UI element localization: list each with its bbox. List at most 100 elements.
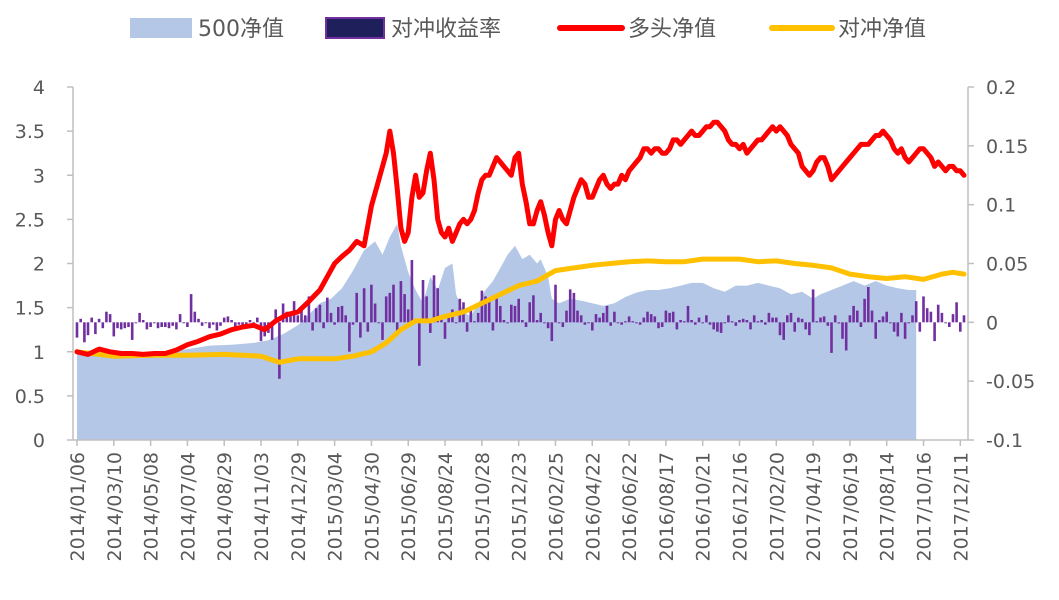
left-axis-tick-label: 0.5 (15, 386, 45, 408)
hedge-return-bar (473, 321, 476, 323)
x-axis-tick-label: 2017/10/16 (914, 452, 936, 562)
hedge-return-bar (782, 322, 785, 340)
hedge-return-bar (138, 312, 141, 323)
hedge-return-bar (406, 309, 410, 323)
hedge-return-bar (278, 322, 281, 379)
hedge-return-bar (635, 322, 638, 324)
hedge-return-bar (712, 322, 715, 330)
hedge-return-bar (141, 320, 145, 323)
hedge-return-bar (178, 314, 182, 323)
hedge-return-bar (649, 314, 653, 323)
hedge-return-bar (929, 311, 933, 323)
hedge-return-bar (914, 301, 918, 323)
hedge-return-bar (491, 322, 495, 331)
hedge-return-bar (775, 317, 778, 323)
x-axis-tick-label: 2014/08/29 (214, 452, 236, 562)
hedge-return-bar (443, 322, 447, 339)
hedge-return-bar (863, 298, 866, 323)
hedge-return-bar (808, 322, 811, 336)
hedge-return-bar (741, 318, 745, 323)
hedge-return-bar (226, 316, 230, 323)
x-axis-tick-label: 2015/06/29 (398, 452, 420, 562)
hedge-return-bar (429, 322, 432, 333)
hedge-return-bar (572, 292, 576, 323)
hedge-return-bar (373, 303, 377, 323)
hedge-return-bar (296, 315, 300, 323)
x-axis-tick-label: 2015/03/04 (325, 452, 347, 562)
x-axis-tick-label: 2016/08/17 (656, 452, 678, 562)
hedge-return-bar (856, 310, 859, 323)
hedge-return-bar (819, 317, 822, 323)
hedge-return-bar (410, 260, 414, 323)
hedge-return-bar (204, 322, 208, 324)
hedge-return-bar (469, 308, 473, 323)
hedge-return-bar (215, 322, 219, 331)
legend-bar-swatch (325, 17, 385, 39)
right-axis-tick-label: 0.15 (986, 136, 1028, 158)
hedge-return-bar (418, 322, 421, 366)
hedge-return-bar (351, 322, 355, 325)
hedge-return-bar (627, 316, 631, 323)
hedge-return-bar (900, 312, 903, 323)
hedge-return-bar (587, 322, 590, 324)
hedge-return-bar (642, 317, 646, 323)
hedge-return-bar (506, 322, 509, 324)
hedge-return-bar (948, 322, 951, 327)
hedge-return-bar (660, 322, 664, 327)
hedge-return-bar (90, 317, 93, 323)
hedge-return-bar (605, 305, 609, 323)
hedge-return-bar (465, 322, 469, 332)
hedge-return-bar (778, 322, 782, 336)
hedge-return-bar (484, 296, 487, 323)
hedge-return-bar (421, 280, 425, 323)
hedge-return-bar (524, 322, 528, 327)
hedge-return-bar (326, 297, 329, 323)
hedge-return-bar (222, 317, 226, 323)
hedge-return-bar (86, 322, 90, 336)
hedge-return-bar (764, 322, 767, 325)
hedge-return-bar (903, 322, 907, 339)
hedge-return-bar (447, 315, 450, 323)
hedge-return-bar (697, 317, 701, 323)
hedge-return-bar (75, 322, 79, 338)
hedge-return-bar (918, 322, 922, 332)
x-axis-tick-label: 2015/10/28 (472, 452, 494, 562)
hedge-return-bar (248, 320, 252, 323)
hedge-return-bar (186, 322, 189, 327)
hedge-return-bar (591, 322, 594, 331)
hedge-return-bar (105, 311, 108, 323)
hedge-return-bar (532, 295, 535, 323)
hedge-return-bar (182, 322, 185, 324)
hedge-return-bar (101, 322, 105, 329)
hedge-return-bar (318, 304, 322, 323)
hedge-return-bar (793, 322, 796, 332)
hedge-return-bar (234, 322, 237, 327)
left-axis-tick-label: 4 (33, 77, 45, 99)
x-axis-tick-label: 2016/06/22 (619, 452, 641, 562)
x-axis-tick-label: 2017/12/11 (950, 452, 972, 562)
hedge-return-bar (907, 322, 911, 324)
right-axis-tick-label: 0.1 (986, 195, 1016, 217)
hedge-return-bar (219, 322, 222, 326)
hedge-return-bar (822, 316, 826, 323)
hedge-return-bar (362, 288, 366, 323)
hedge-return-bar (344, 315, 347, 323)
hedge-return-bar (94, 322, 97, 335)
hedge-return-bar (108, 314, 112, 323)
left-axis-tick-label: 2.5 (15, 209, 45, 231)
hedge-return-bar (517, 298, 520, 323)
hedge-return-bar (116, 322, 119, 329)
right-axis-tick-label: 0.05 (986, 254, 1028, 276)
hedge-return-bar (314, 308, 318, 323)
hedge-return-bar (646, 311, 649, 323)
hedge-return-bar (841, 322, 844, 339)
hedge-return-bar (719, 322, 723, 333)
series-line-long (74, 119, 967, 357)
hedge-return-bar (657, 322, 660, 329)
hedge-return-bar (609, 322, 612, 326)
hedge-return-bar (425, 296, 428, 323)
series-line-hedge (74, 256, 967, 365)
hedge-return-bar (521, 320, 524, 323)
hedge-return-bar (211, 322, 215, 325)
